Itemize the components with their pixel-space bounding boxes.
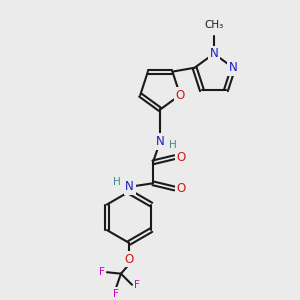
Text: O: O — [176, 182, 186, 195]
Text: F: F — [113, 289, 118, 299]
Text: H: H — [112, 177, 120, 188]
Text: O: O — [176, 151, 186, 164]
Text: N: N — [156, 135, 164, 148]
Text: O: O — [124, 253, 134, 266]
Text: CH₃: CH₃ — [204, 20, 224, 30]
Text: F: F — [134, 280, 140, 290]
Text: H: H — [169, 140, 177, 150]
Text: N: N — [210, 47, 218, 60]
Text: O: O — [176, 88, 185, 101]
Text: N: N — [125, 180, 134, 193]
Text: N: N — [229, 61, 238, 74]
Text: F: F — [99, 267, 105, 277]
